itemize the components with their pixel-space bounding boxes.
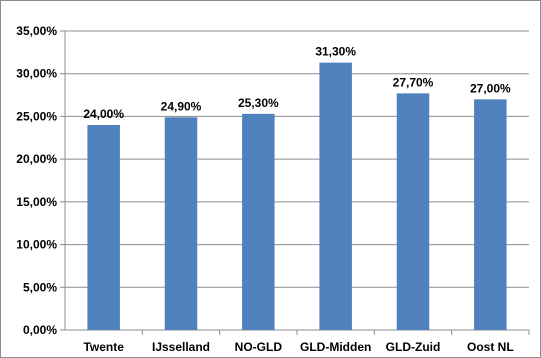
axes — [60, 30, 530, 335]
y-axis-tick-labels: 0,00% 5,00% 10,00% 15,00% 20,00% 25,00% 30,00%… — [16, 24, 57, 337]
bar — [396, 93, 430, 330]
x-category-label: IJsselland — [152, 340, 210, 354]
x-category-label: Oost NL — [467, 340, 514, 354]
y-tick-label: 10,00% — [16, 238, 57, 252]
data-labels: 24,00% 24,90% 25,30% 31,30% 27,70% 27,00% — [83, 45, 511, 121]
y-tick-label: 5,00% — [23, 280, 57, 294]
x-axis-category-labels: Twente IJsselland NO-GLD GLD-Midden GLD-Zuid… — [83, 340, 513, 354]
bar — [319, 62, 352, 330]
bar — [164, 117, 198, 330]
data-label: 31,30% — [315, 45, 356, 59]
y-tick-label: 30,00% — [16, 67, 57, 81]
y-tick-label: 0,00% — [23, 323, 57, 337]
x-category-label: NO-GLD — [235, 340, 283, 354]
data-label: 24,90% — [161, 99, 202, 113]
y-tick-label: 20,00% — [16, 152, 57, 166]
y-tick-label: 25,00% — [16, 109, 57, 123]
bar — [242, 113, 275, 330]
data-label: 27,00% — [470, 81, 511, 95]
gridlines — [65, 30, 529, 288]
bar — [87, 124, 120, 330]
x-category-label: GLD-Zuid — [386, 340, 441, 354]
data-label: 24,00% — [83, 107, 124, 121]
y-tick-label: 35,00% — [16, 24, 57, 38]
x-category-label: GLD-Midden — [300, 340, 371, 354]
data-label: 25,30% — [238, 96, 279, 110]
bar — [474, 99, 507, 330]
y-tick-label: 15,00% — [16, 195, 57, 209]
data-label: 27,70% — [393, 75, 434, 89]
bars — [87, 62, 507, 330]
x-category-label: Twente — [83, 340, 124, 354]
